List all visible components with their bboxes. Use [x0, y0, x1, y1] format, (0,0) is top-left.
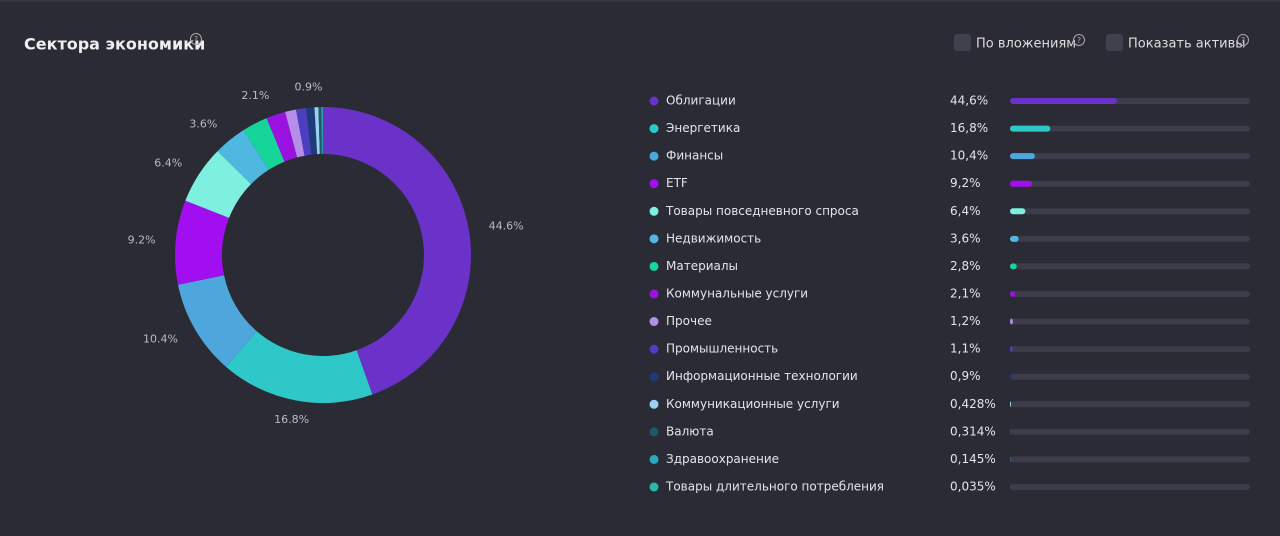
- bar-track: [1010, 374, 1250, 380]
- legend-label: Материалы: [666, 259, 738, 273]
- legend-value: 0,145%: [950, 452, 996, 466]
- legend-value: 1,2%: [950, 314, 981, 328]
- slice-label: 6.4%: [154, 156, 182, 169]
- bar-track: [1010, 208, 1250, 214]
- checkbox[interactable]: [1106, 34, 1123, 51]
- legend-dot: [650, 97, 659, 106]
- svg-text:?: ?: [1077, 36, 1081, 45]
- slice: [323, 107, 471, 395]
- legend-value: 1,1%: [950, 342, 981, 356]
- svg-text:?: ?: [1241, 36, 1245, 45]
- bar: [1010, 126, 1050, 132]
- bar: [1010, 236, 1019, 242]
- bar-track: [1010, 401, 1250, 407]
- legend-dot: [650, 372, 659, 381]
- bar: [1010, 401, 1011, 407]
- legend-dot: [650, 482, 659, 491]
- bar-track: [1010, 456, 1250, 462]
- legend-label: Недвижимость: [666, 231, 761, 245]
- legend-dot: [650, 345, 659, 354]
- legend-value: 0,9%: [950, 369, 981, 383]
- bar: [1010, 346, 1013, 352]
- legend-dot: [650, 124, 659, 133]
- bar: [1010, 208, 1025, 214]
- legend-label: Валюта: [666, 424, 714, 438]
- toggle-label[interactable]: Показать активы: [1128, 37, 1246, 52]
- legend-value: 2,8%: [950, 259, 981, 273]
- legend-value: 44,6%: [950, 94, 988, 108]
- legend-value: 0,314%: [950, 424, 996, 438]
- legend-value: 2,1%: [950, 286, 981, 300]
- title: Сектора экономики: [24, 35, 205, 54]
- legend-dot: [650, 234, 659, 243]
- bar-track: [1010, 291, 1250, 297]
- legend-dot: [650, 262, 659, 271]
- legend-value: 10,4%: [950, 149, 988, 163]
- bar-track: [1010, 484, 1250, 490]
- legend-label: Товары длительного потребления: [665, 479, 884, 493]
- legend-label: Информационные технологии: [666, 369, 858, 383]
- checkbox[interactable]: [954, 34, 971, 51]
- bar-track: [1010, 346, 1250, 352]
- legend-dot: [650, 207, 659, 216]
- bar: [1010, 291, 1015, 297]
- legend-label: Финансы: [666, 149, 723, 163]
- legend-dot: [650, 455, 659, 464]
- bar: [1010, 263, 1017, 269]
- bar-track: [1010, 263, 1250, 269]
- legend-value: 6,4%: [950, 204, 981, 218]
- legend-label: Коммуникационные услуги: [666, 397, 840, 411]
- legend-label: Здравоохранение: [666, 452, 779, 466]
- legend-label: Промышленность: [666, 342, 778, 356]
- slice-label: 3.6%: [189, 117, 217, 130]
- legend-dot: [650, 179, 659, 188]
- bar: [1010, 319, 1013, 325]
- legend-label: Прочее: [666, 314, 712, 328]
- toggle-label[interactable]: По вложениям: [976, 37, 1076, 52]
- legend-label: ETF: [666, 176, 688, 190]
- bar-track: [1010, 153, 1250, 159]
- bar-track: [1010, 236, 1250, 242]
- slice-label: 10.4%: [143, 333, 178, 346]
- slice: [226, 331, 372, 403]
- slice-label: 9.2%: [128, 233, 156, 246]
- legend-value: 0,428%: [950, 397, 996, 411]
- legend-value: 9,2%: [950, 176, 981, 190]
- bar: [1010, 153, 1035, 159]
- slice-label: 0.9%: [295, 81, 323, 94]
- bar: [1010, 429, 1011, 435]
- legend-value: 3,6%: [950, 231, 981, 245]
- legend-label: Облигации: [666, 94, 736, 108]
- bar: [1010, 98, 1117, 104]
- slice-label: 16.8%: [274, 413, 309, 426]
- bar-track: [1010, 319, 1250, 325]
- legend-dot: [650, 152, 659, 161]
- legend-dot: [650, 317, 659, 326]
- bar: [1010, 374, 1012, 380]
- legend-value: 16,8%: [950, 121, 988, 135]
- svg-text:?: ?: [194, 35, 198, 44]
- slice-label: 44.6%: [489, 220, 524, 233]
- legend-label: Товары повседневного спроса: [665, 204, 859, 218]
- bar: [1010, 181, 1032, 187]
- bar-track: [1010, 429, 1250, 435]
- legend-label: Коммунальные услуги: [666, 286, 808, 300]
- legend-dot: [650, 400, 659, 409]
- legend-dot: [650, 427, 659, 436]
- legend-label: Энергетика: [666, 121, 740, 135]
- legend-dot: [650, 289, 659, 298]
- slice-label: 2.1%: [241, 89, 269, 102]
- bar-track: [1010, 181, 1250, 187]
- legend-value: 0,035%: [950, 479, 996, 493]
